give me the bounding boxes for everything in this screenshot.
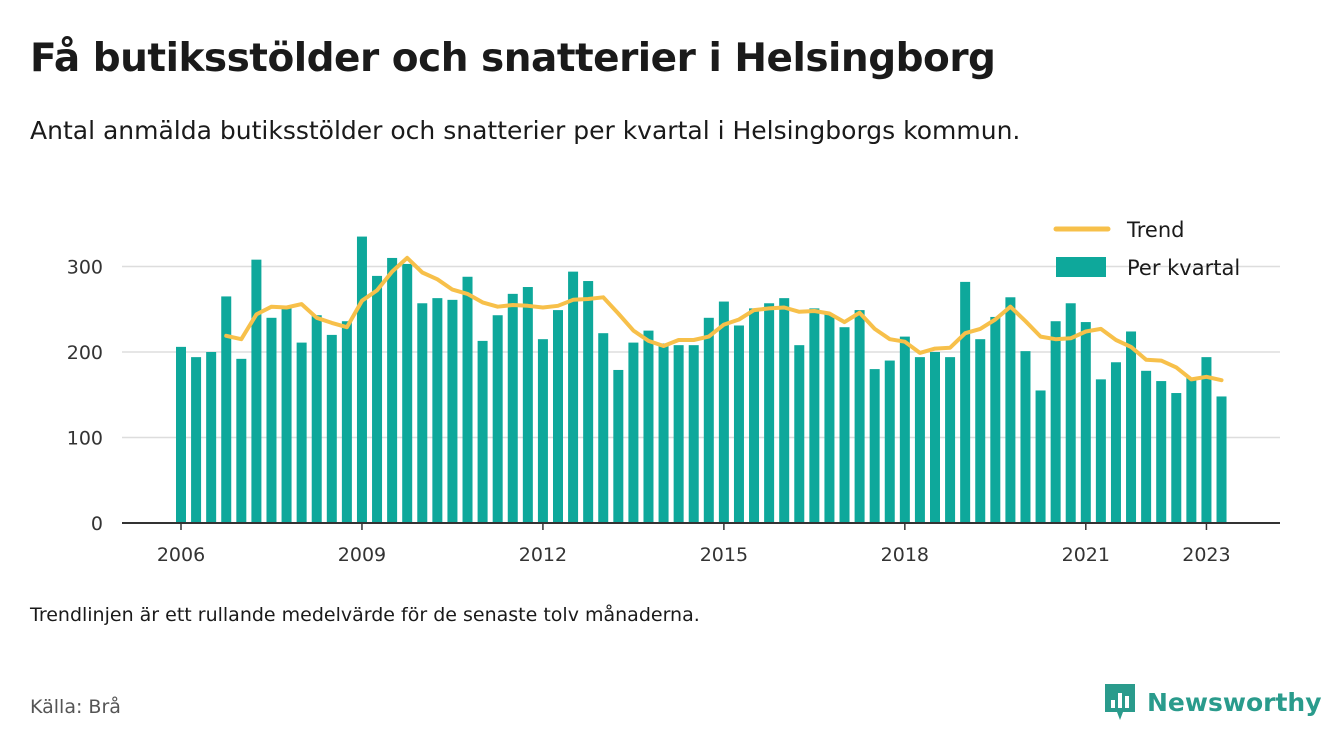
bar: [764, 303, 775, 523]
bar: [749, 308, 760, 523]
x-tick-label: 2021: [1062, 544, 1110, 566]
bar: [1065, 303, 1076, 523]
bar: [960, 281, 971, 523]
bar-series: [176, 236, 1227, 523]
bar: [733, 325, 744, 523]
brand-name: Newsworthy: [1147, 687, 1322, 717]
bar: [462, 276, 473, 523]
grid-lines: [122, 265, 1280, 439]
x-tick-label: 2015: [700, 544, 748, 566]
chart-subtitle: Antal anmälda butiksstölder och snatteri…: [30, 116, 1021, 145]
bar: [673, 345, 684, 523]
x-tick-label: 2018: [881, 544, 929, 566]
y-tick-label: 300: [67, 257, 103, 279]
bar: [266, 317, 277, 523]
bar: [311, 315, 322, 523]
bar: [1201, 357, 1212, 523]
legend-label-bars: Per kvartal: [1127, 256, 1240, 280]
bar: [432, 298, 443, 523]
bar: [839, 327, 850, 523]
bar: [1156, 381, 1167, 523]
y-tick-label: 0: [91, 513, 103, 535]
bar: [553, 310, 563, 523]
bar: [779, 298, 790, 523]
bar: [1080, 322, 1091, 523]
bar: [236, 358, 247, 523]
bar: [914, 357, 925, 523]
bar: [507, 293, 518, 523]
bar: [191, 357, 202, 523]
bar: [176, 346, 186, 523]
bar: [945, 357, 956, 523]
bar: [1035, 390, 1046, 523]
bar: [402, 263, 413, 523]
legend-label-trend: Trend: [1126, 218, 1184, 242]
legend: Trend Per kvartal: [1053, 218, 1240, 280]
bar: [326, 334, 337, 523]
y-axis-ticks: 0 100 200 300: [67, 257, 103, 536]
bar: [251, 259, 262, 523]
bar: [568, 271, 579, 523]
bar: [1141, 370, 1152, 523]
bar: [643, 330, 654, 523]
bar: [869, 369, 880, 523]
y-tick-label: 200: [67, 342, 103, 364]
bar: [583, 281, 594, 523]
bar: [447, 299, 458, 523]
bar: [930, 352, 940, 523]
x-tick-label: 2006: [157, 544, 205, 566]
bar: [794, 345, 805, 523]
bar: [1186, 377, 1197, 523]
newsworthy-logo-icon: [1105, 684, 1135, 720]
bar: [387, 257, 398, 523]
bar: [356, 236, 367, 523]
chart-title: Få butiksstölder och snatterier i Helsin…: [30, 36, 996, 81]
bar: [688, 345, 699, 523]
brand-logo: Newsworthy: [1103, 682, 1322, 722]
bar: [537, 339, 548, 523]
bar: [809, 308, 820, 523]
bar: [1110, 362, 1121, 523]
x-tick-label: 2023: [1182, 544, 1230, 566]
bar: [628, 342, 639, 523]
bar: [613, 369, 624, 523]
bar: [1216, 396, 1227, 523]
bar: [884, 360, 895, 523]
bar: [1095, 379, 1106, 523]
bar: [372, 275, 383, 523]
bar: [281, 307, 292, 523]
bar: [703, 317, 714, 523]
trend-line: [224, 255, 1224, 383]
bar: [1050, 321, 1061, 523]
chart-note: Trendlinjen är ett rullande medelvärde f…: [30, 604, 700, 626]
source-label: Källa: Brå: [30, 696, 121, 718]
bar: [417, 303, 428, 523]
x-tick-label: 2012: [519, 544, 567, 566]
bar: [598, 333, 609, 523]
bar: [658, 343, 669, 523]
bar: [296, 342, 307, 523]
bar: [206, 352, 217, 523]
x-axis: 2006 2009 2012 2015 2018 2021 2023: [122, 522, 1280, 566]
bar: [1171, 393, 1182, 523]
bar: [1020, 351, 1031, 523]
legend-swatch-bars: [1056, 257, 1106, 277]
bar: [522, 287, 533, 523]
bar: [990, 316, 1001, 523]
bar: [221, 296, 232, 523]
bar: [718, 301, 729, 523]
bar: [1005, 297, 1016, 523]
bar: [899, 336, 910, 523]
y-tick-label: 100: [67, 428, 103, 450]
bar: [854, 310, 865, 523]
bar: [824, 314, 835, 523]
bar: [1126, 331, 1137, 523]
x-tick-label: 2009: [338, 544, 386, 566]
bar: [975, 339, 986, 523]
bar: [477, 340, 488, 523]
bar: [341, 321, 352, 523]
trend-series: [224, 255, 1224, 383]
bar: [492, 315, 503, 523]
